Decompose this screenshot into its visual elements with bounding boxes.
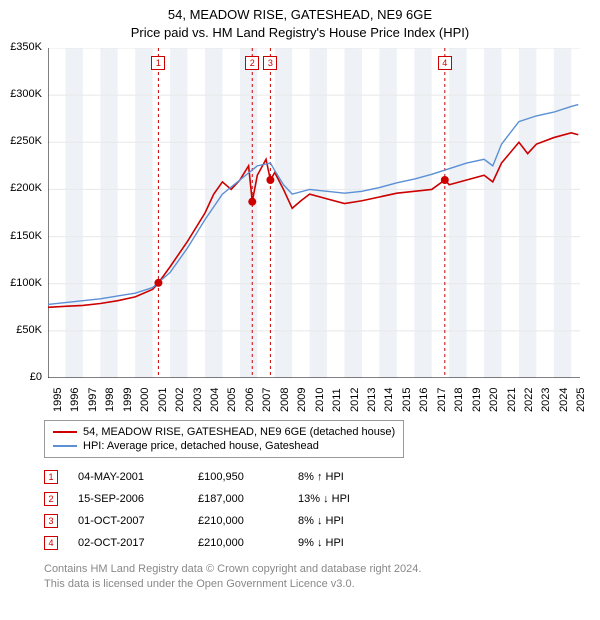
y-tick-label: £100K: [2, 277, 42, 289]
x-tick-label: 2016: [418, 388, 430, 412]
x-tick-label: 2025: [575, 388, 587, 412]
title-line2: Price paid vs. HM Land Registry's House …: [0, 24, 600, 42]
x-tick-label: 1995: [52, 388, 64, 412]
transaction-row: 4 02-OCT-2017 £210,000 9% ↓ HPI: [44, 532, 388, 554]
x-tick-label: 2015: [401, 388, 413, 412]
x-tick-label: 2020: [488, 388, 500, 412]
y-tick-label: £350K: [2, 41, 42, 53]
footer: Contains HM Land Registry data © Crown c…: [44, 562, 421, 593]
x-tick-label: 2011: [331, 388, 343, 412]
transaction-price: £210,000: [198, 537, 278, 549]
chart-area: [48, 48, 580, 378]
transaction-diff: 9% ↓ HPI: [298, 537, 388, 549]
x-tick-label: 1997: [87, 388, 99, 412]
x-tick-label: 2001: [157, 388, 169, 412]
transaction-table: 1 04-MAY-2001 £100,950 8% ↑ HPI 2 15-SEP-2006…: [44, 466, 388, 554]
transaction-row: 2 15-SEP-2006 £187,000 13% ↓ HPI: [44, 488, 388, 510]
transaction-date: 02-OCT-2017: [78, 537, 178, 549]
chart-svg: [48, 48, 580, 378]
y-tick-label: £150K: [2, 230, 42, 242]
marker-box: 3: [263, 56, 277, 70]
x-tick-label: 2024: [558, 388, 570, 412]
marker-box: 2: [245, 56, 259, 70]
legend-label: HPI: Average price, detached house, Gate…: [83, 440, 319, 452]
legend-row: 54, MEADOW RISE, GATESHEAD, NE9 6GE (det…: [53, 425, 395, 439]
legend-swatch: [53, 431, 77, 433]
x-tick-label: 2005: [226, 388, 238, 412]
x-tick-label: 2018: [453, 388, 465, 412]
y-tick-label: £200K: [2, 182, 42, 194]
transaction-diff: 8% ↑ HPI: [298, 471, 388, 483]
transaction-price: £187,000: [198, 493, 278, 505]
legend: 54, MEADOW RISE, GATESHEAD, NE9 6GE (det…: [44, 420, 404, 458]
legend-label: 54, MEADOW RISE, GATESHEAD, NE9 6GE (det…: [83, 426, 395, 438]
chart-container: 54, MEADOW RISE, GATESHEAD, NE9 6GE Pric…: [0, 0, 600, 620]
x-tick-label: 2006: [244, 388, 256, 412]
transaction-price: £100,950: [198, 471, 278, 483]
x-tick-label: 2000: [139, 388, 151, 412]
x-tick-label: 2017: [436, 388, 448, 412]
transaction-marker: 3: [44, 514, 58, 528]
x-tick-label: 1996: [69, 388, 81, 412]
transaction-diff: 8% ↓ HPI: [298, 515, 388, 527]
x-tick-label: 2014: [383, 388, 395, 412]
footer-line2: This data is licensed under the Open Gov…: [44, 577, 421, 592]
transaction-marker: 2: [44, 492, 58, 506]
transaction-row: 1 04-MAY-2001 £100,950 8% ↑ HPI: [44, 466, 388, 488]
chart-title: 54, MEADOW RISE, GATESHEAD, NE9 6GE Pric…: [0, 0, 600, 42]
x-tick-label: 1999: [122, 388, 134, 412]
y-tick-label: £0: [2, 371, 42, 383]
legend-row: HPI: Average price, detached house, Gate…: [53, 439, 395, 453]
x-tick-label: 2022: [523, 388, 535, 412]
y-tick-label: £300K: [2, 88, 42, 100]
x-tick-label: 2007: [261, 388, 273, 412]
x-tick-label: 2012: [349, 388, 361, 412]
x-tick-label: 2019: [471, 388, 483, 412]
x-tick-label: 2009: [296, 388, 308, 412]
transaction-date: 01-OCT-2007: [78, 515, 178, 527]
x-tick-label: 2021: [506, 388, 518, 412]
x-tick-label: 2002: [174, 388, 186, 412]
marker-box: 1: [151, 56, 165, 70]
transaction-diff: 13% ↓ HPI: [298, 493, 388, 505]
footer-line1: Contains HM Land Registry data © Crown c…: [44, 562, 421, 577]
transaction-row: 3 01-OCT-2007 £210,000 8% ↓ HPI: [44, 510, 388, 532]
x-tick-label: 2013: [366, 388, 378, 412]
y-tick-label: £50K: [2, 324, 42, 336]
x-tick-label: 2004: [209, 388, 221, 412]
x-tick-label: 2003: [192, 388, 204, 412]
transaction-price: £210,000: [198, 515, 278, 527]
y-tick-label: £250K: [2, 135, 42, 147]
transaction-marker: 1: [44, 470, 58, 484]
x-tick-label: 2010: [314, 388, 326, 412]
legend-swatch: [53, 445, 77, 447]
title-line1: 54, MEADOW RISE, GATESHEAD, NE9 6GE: [0, 6, 600, 24]
transaction-marker: 4: [44, 536, 58, 550]
transaction-date: 04-MAY-2001: [78, 471, 178, 483]
transaction-date: 15-SEP-2006: [78, 493, 178, 505]
marker-box: 4: [438, 56, 452, 70]
x-tick-label: 2008: [279, 388, 291, 412]
x-tick-label: 2023: [540, 388, 552, 412]
x-tick-label: 1998: [104, 388, 116, 412]
